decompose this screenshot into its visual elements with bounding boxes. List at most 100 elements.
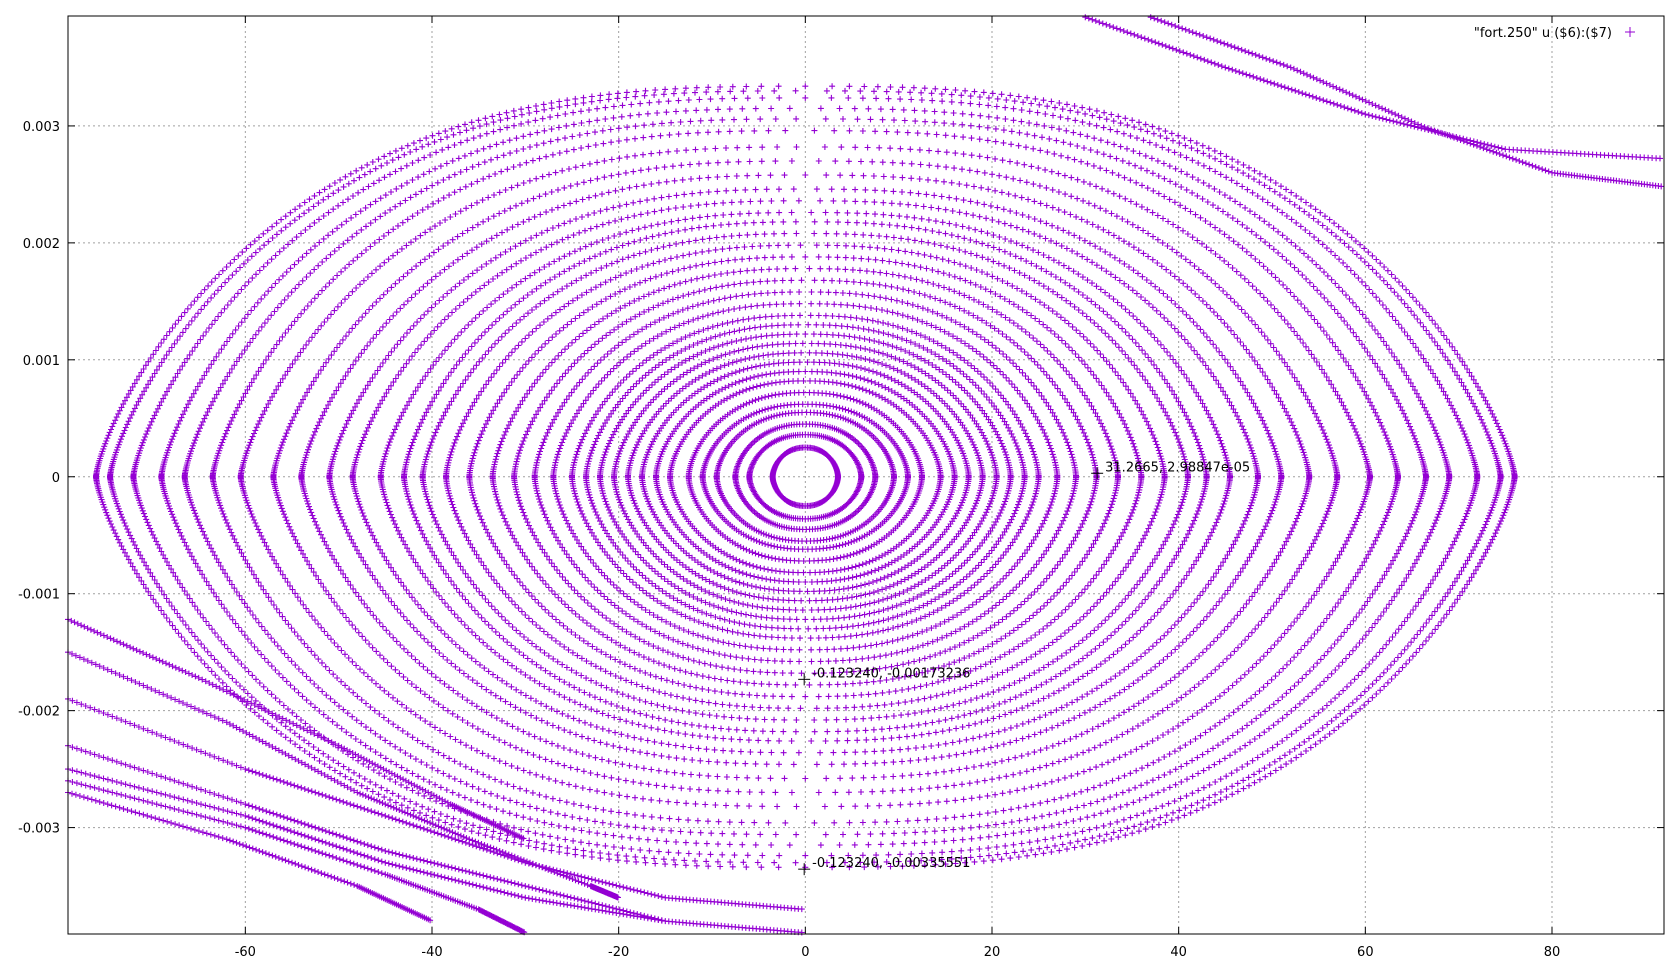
orbit-markers [713, 409, 897, 545]
orbit-markers [550, 300, 1061, 653]
orbit-markers [107, 87, 1504, 866]
orbit [419, 230, 1191, 723]
orbit [699, 401, 911, 553]
orbit-markers [639, 359, 972, 595]
open-branch [1147, 14, 1665, 190]
legend-marker-plus-icon [1625, 27, 1635, 37]
y-tick-label: -0.002 [18, 705, 60, 720]
orbit-markers [489, 265, 1121, 688]
orbit-markers [443, 242, 1168, 712]
orbit-markers [597, 331, 1014, 623]
orbit [237, 144, 1373, 810]
orbit-markers [419, 230, 1191, 723]
orbit-markers [237, 144, 1373, 810]
orbit-markers [181, 115, 1429, 838]
x-tick-label: -60 [235, 945, 256, 960]
x-tick-label: -40 [421, 945, 442, 960]
orbit-markers [625, 349, 986, 604]
orbit-markers [349, 197, 1261, 756]
orbit [625, 349, 986, 604]
orbit [377, 209, 1233, 744]
x-tick-label: 80 [1544, 945, 1561, 960]
orbit-markers [699, 401, 911, 553]
orbit [298, 172, 1313, 782]
axis-ticks: -60 -40 -20 0 20 40 60 80 -0.003 -0.002 -0.001 0 0.0… [18, 16, 1664, 960]
orbit-markers [326, 186, 1285, 768]
orbit [569, 312, 1042, 642]
orbit-markers [746, 431, 865, 522]
x-tick-label: 20 [984, 945, 1001, 960]
orbit [130, 94, 1481, 859]
annotation: -0.123240, -0.00173236 [798, 666, 970, 686]
orbit-markers [685, 389, 925, 564]
orbit [511, 277, 1100, 677]
x-tick-label: 40 [1170, 945, 1187, 960]
orbit-markers [158, 105, 1453, 849]
orbit [181, 115, 1429, 838]
open-branch [1082, 14, 1663, 162]
y-tick-label: 0.001 [23, 354, 60, 369]
orbit-markers [667, 377, 944, 576]
data-series-fort-250 [65, 14, 1665, 936]
orbit [489, 265, 1121, 688]
legend: "fort.250" u ($6):($7) [1474, 26, 1635, 41]
annotation-label: -0.123240, -0.00335551 [812, 856, 970, 871]
orbit-markers [583, 321, 1028, 632]
y-tick-label: -0.003 [18, 822, 60, 837]
y-tick-label: 0 [52, 471, 60, 486]
orbit-markers [401, 218, 1210, 735]
orbit-markers [130, 94, 1481, 859]
x-tick-label: 0 [801, 945, 809, 960]
orbit-markers [653, 368, 958, 585]
orbit [349, 197, 1261, 756]
orbit-markers [466, 253, 1145, 700]
annotation: -0.123240, -0.00335551 [798, 856, 970, 876]
orbit [326, 186, 1285, 768]
branch-markers [1082, 14, 1663, 162]
y-tick-label: -0.001 [18, 588, 60, 603]
x-tick-label: 60 [1357, 945, 1374, 960]
orbit [639, 359, 972, 595]
orbit [713, 409, 897, 545]
orbit [685, 389, 925, 564]
orbit-markers [732, 421, 879, 533]
orbit-markers [569, 312, 1042, 642]
legend-label: "fort.250" u ($6):($7) [1474, 26, 1612, 41]
orbit-markers [209, 127, 1401, 826]
orbit [93, 83, 1518, 871]
annotations: 31.2665, 2.98847e-05 -0.123240, -0.001732… [798, 460, 1250, 876]
orbit [653, 368, 958, 585]
y-tick-label: 0.002 [23, 237, 60, 252]
orbit-markers [531, 289, 1079, 665]
orbit [550, 300, 1061, 653]
orbit [401, 218, 1210, 735]
orbit-markers [611, 340, 1000, 614]
orbit [732, 421, 879, 533]
orbit [443, 242, 1168, 712]
orbit [158, 105, 1453, 849]
orbit [209, 127, 1401, 826]
annotation: 31.2665, 2.98847e-05 [1091, 460, 1250, 480]
orbit [667, 377, 944, 576]
orbit-markers [769, 444, 841, 509]
orbit-markers [270, 158, 1341, 796]
annotation-label: -0.123240, -0.00173236 [812, 666, 970, 681]
orbit [769, 444, 841, 509]
plot-frame [67, 15, 1665, 935]
orbit [466, 253, 1145, 700]
orbit-markers [93, 83, 1518, 871]
orbit [746, 431, 865, 522]
orbit-markers [298, 172, 1313, 782]
orbit [611, 340, 1000, 614]
y-tick-label: 0.003 [23, 120, 60, 135]
annotation-label: 31.2665, 2.98847e-05 [1105, 460, 1250, 475]
orbit-markers [377, 209, 1233, 744]
x-tick-label: -20 [608, 945, 629, 960]
orbit [597, 331, 1014, 623]
orbit-markers [511, 277, 1100, 677]
orbit [583, 321, 1028, 632]
orbit [270, 158, 1341, 796]
orbit [531, 289, 1079, 665]
orbit [107, 87, 1504, 866]
